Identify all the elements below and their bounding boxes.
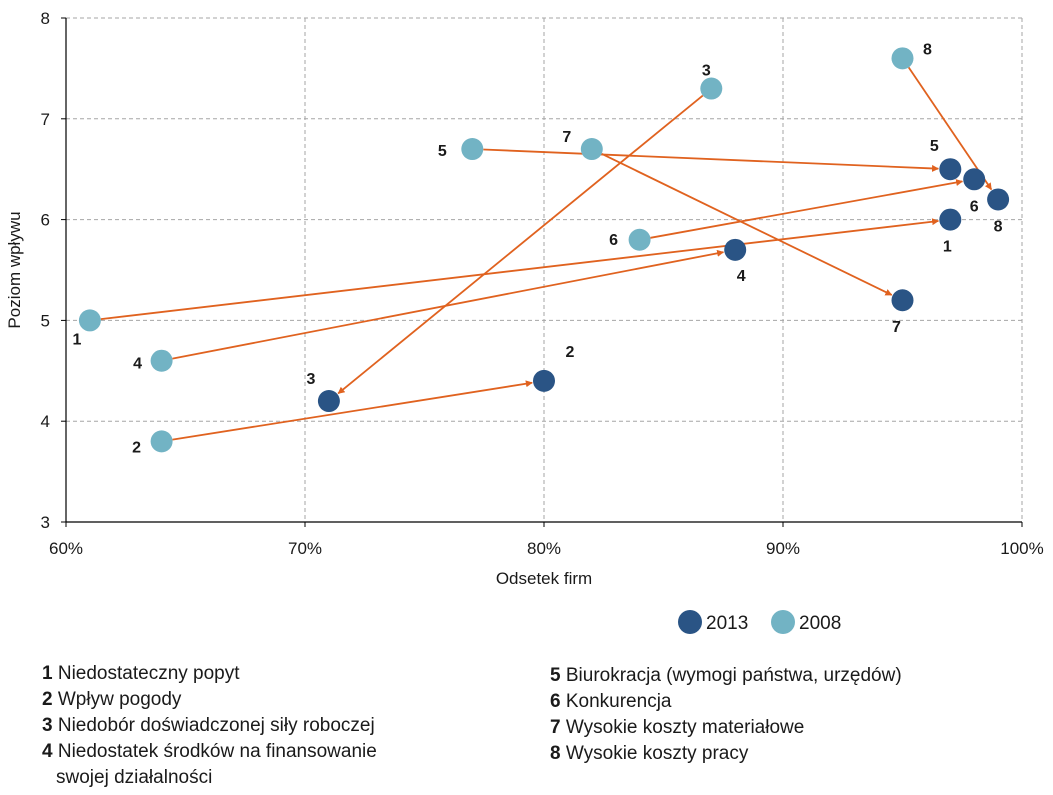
arrow-4 — [172, 249, 725, 360]
point-2008-2 — [150, 430, 173, 453]
y-tick-label: 7 — [41, 110, 50, 129]
point-2013-5 — [939, 158, 962, 181]
point-label-2008-7: 7 — [562, 129, 571, 146]
arrow-7 — [601, 153, 893, 296]
point-2013-4 — [724, 238, 747, 261]
legend: 2013 2008 — [678, 610, 841, 634]
point-label-2013-2: 2 — [566, 344, 575, 361]
key-left: 1 Niedostateczny popyt 2 Wpływ pogody 3 … — [42, 661, 377, 791]
point-2013-1 — [939, 208, 962, 231]
arrow-1 — [100, 218, 940, 321]
point-2013-8 — [987, 188, 1010, 211]
point-2013-3 — [317, 390, 340, 413]
x-axis-title: Odsetek firm — [496, 569, 592, 588]
y-axis-title: Poziom wpływu — [5, 211, 24, 328]
point-label-2013-5: 5 — [930, 138, 939, 155]
y-tick-label: 6 — [41, 211, 50, 230]
legend-label-2008: 2008 — [799, 613, 841, 634]
point-label-2013-8: 8 — [994, 218, 1003, 235]
y-tick-label: 8 — [41, 9, 50, 28]
arrow-2 — [172, 380, 533, 441]
point-2008-1 — [78, 309, 101, 332]
point-label-2013-3: 3 — [306, 371, 315, 388]
gridlines — [66, 17, 1023, 522]
arrow-6 — [650, 179, 964, 239]
key-item-4-continued: swojej działalności — [56, 767, 213, 788]
data-points — [78, 47, 1010, 453]
point-label-2013-7: 7 — [892, 319, 901, 336]
key-item-6: 6 Konkurencja — [550, 691, 672, 712]
y-tick-label: 4 — [41, 412, 50, 431]
legend-marker-2008 — [771, 610, 795, 634]
point-label-2008-1: 1 — [72, 331, 81, 348]
x-tick-label: 100% — [1000, 539, 1043, 558]
key-item-8: 8 Wysokie koszty pracy — [550, 743, 749, 764]
key-right: 5 Biurokracja (wymogi państwa, urzędów) … — [550, 663, 902, 767]
x-tick-label: 80% — [527, 539, 561, 558]
key-item-2: 2 Wpływ pogody — [42, 689, 182, 710]
point-2013-2 — [533, 369, 555, 392]
point-label-2008-6: 6 — [609, 232, 618, 249]
point-label-2008-5: 5 — [438, 143, 447, 160]
key-item-1: 1 Niedostateczny popyt — [42, 663, 240, 684]
point-label-2013-6: 6 — [970, 198, 979, 215]
legend-marker-2013 — [678, 610, 702, 634]
arrows — [100, 66, 993, 441]
arrow-5 — [483, 148, 940, 172]
point-label-2008-3: 3 — [702, 63, 711, 80]
point-label-2008-4: 4 — [133, 356, 142, 373]
arrow-3 — [337, 94, 704, 395]
point-2008-5 — [461, 138, 484, 161]
point-2008-7 — [580, 138, 603, 161]
point-2008-4 — [150, 349, 173, 372]
key-item-3: 3 Niedobór doświadczonej siły roboczej — [42, 715, 375, 736]
x-tick-label: 60% — [49, 539, 83, 558]
point-label-2013-4: 4 — [737, 268, 746, 285]
point-2008-3 — [700, 77, 723, 100]
x-tick-label: 70% — [288, 539, 322, 558]
point-2008-8 — [891, 47, 914, 70]
point-label-2008-8: 8 — [923, 41, 932, 58]
x-tick-label: 90% — [766, 539, 800, 558]
axes: 60% 70% 80% 90% 100% 3 4 5 6 7 8 — [41, 9, 1044, 558]
y-tick-label: 5 — [41, 311, 50, 330]
legend-label-2013: 2013 — [706, 613, 748, 634]
point-2008-6 — [628, 228, 651, 251]
point-label-2013-1: 1 — [943, 239, 952, 256]
point-labels: 1 2 3 4 5 6 7 8 1 2 3 4 5 6 7 8 — [72, 41, 1002, 456]
point-2013-7 — [891, 289, 914, 312]
key-item-7: 7 Wysokie koszty materiałowe — [550, 717, 805, 738]
y-tick-label: 3 — [41, 513, 50, 532]
key-item-4: 4 Niedostatek środków na finansowanie — [42, 741, 377, 762]
point-2013-6 — [963, 168, 986, 191]
point-label-2008-2: 2 — [132, 439, 141, 456]
key-item-5: 5 Biurokracja (wymogi państwa, urzędów) — [550, 665, 902, 686]
